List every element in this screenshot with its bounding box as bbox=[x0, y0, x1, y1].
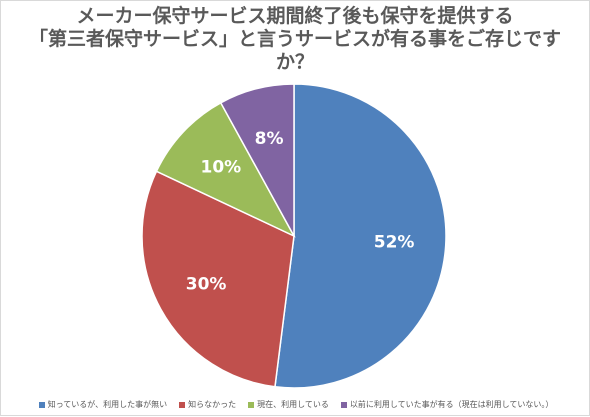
legend-item-aware-not-used: 知っているが、利用した事が無い bbox=[38, 399, 168, 410]
pie-slice-aware-not-used bbox=[274, 83, 447, 389]
pie-slice-currently-using bbox=[155, 101, 296, 238]
data-label-currently-using: 10% bbox=[201, 157, 242, 177]
legend-label: 現在、利用している bbox=[257, 400, 329, 409]
legend-swatch-red bbox=[179, 401, 186, 408]
legend-item-not-aware: 知らなかった bbox=[179, 399, 236, 410]
legend-swatch-blue bbox=[38, 401, 45, 408]
chart-title-line-1: メーカー保守サービス期間終了後も保守を提供する bbox=[76, 5, 514, 27]
chart-title-line-2: 「第三者保守サービス」と言うサービスが有る事をご存じです bbox=[28, 28, 561, 50]
pie-slice-previously-used bbox=[219, 83, 295, 237]
legend-swatch-purple bbox=[340, 401, 347, 408]
data-label-previously-used: 8% bbox=[255, 129, 284, 149]
legend-item-previously-used: 以前に利用していた事が有る（現在は利用していない。） bbox=[340, 399, 554, 410]
legend-label: 知らなかった bbox=[188, 400, 237, 409]
chart-title: メーカー保守サービス期間終了後も保守を提供する 「第三者保守サービス」と言うサー… bbox=[21, 5, 569, 74]
data-label-not-aware: 30% bbox=[186, 274, 227, 294]
legend-label: 知っているが、利用した事が無い bbox=[47, 400, 168, 409]
pie-slice-not-aware bbox=[141, 170, 295, 388]
data-label-aware-not-used: 52% bbox=[374, 232, 415, 252]
legend-item-currently-using: 現在、利用している bbox=[248, 399, 329, 410]
chart-legend: 知っているが、利用した事が無い 知らなかった 現在、利用している 以前に利用して… bbox=[1, 399, 590, 410]
chart-title-line-3: か？ bbox=[275, 51, 314, 73]
legend-label: 以前に利用していた事が有る（現在は利用していない。） bbox=[349, 400, 554, 409]
legend-swatch-green bbox=[248, 401, 255, 408]
